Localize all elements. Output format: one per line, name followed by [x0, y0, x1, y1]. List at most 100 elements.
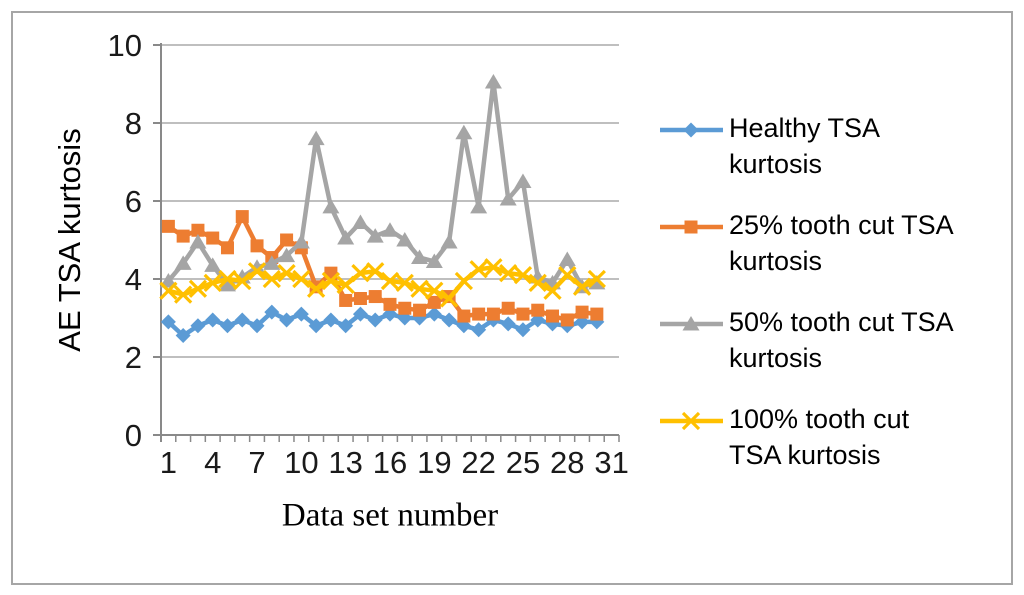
series-marker: [515, 322, 531, 338]
x-tick-label: 22: [461, 445, 495, 480]
series-marker: [308, 318, 324, 334]
series-marker: [484, 258, 503, 277]
series-marker: [484, 74, 502, 89]
legend-label-line: kurtosis: [729, 343, 823, 373]
chart-legend: Healthy TSA kurtosis 25% tooth cut TSA k…: [657, 0, 1017, 595]
series-marker: [426, 306, 442, 322]
x-tick-label: 16: [373, 445, 407, 480]
series-marker: [368, 290, 382, 304]
series-marker: [681, 411, 701, 431]
series-marker: [176, 229, 190, 243]
series-marker: [531, 303, 545, 317]
series-marker: [457, 309, 471, 323]
series-50-tooth-cut-tsa-kurtosis: [159, 74, 606, 294]
legend-sample-25-tooth-cut: [660, 220, 723, 234]
series-marker: [587, 269, 606, 289]
series-marker: [280, 233, 294, 247]
legend-sample-healthy: [660, 122, 723, 138]
series-marker: [235, 210, 249, 224]
series-marker: [292, 233, 310, 249]
series-marker: [262, 269, 281, 289]
series-marker: [440, 233, 458, 249]
legend-label-25-tooth-cut: 25% tooth cut TSA kurtosis: [729, 207, 954, 279]
series-marker: [380, 271, 400, 291]
series-marker: [411, 249, 429, 265]
series-marker: [543, 281, 562, 300]
series-marker: [337, 230, 355, 245]
x-tick-label: 19: [417, 445, 451, 480]
series-marker: [514, 173, 532, 188]
series-marker: [218, 269, 237, 289]
series-marker: [263, 255, 281, 270]
series-marker: [367, 312, 383, 328]
series-marker: [410, 279, 429, 298]
series-marker: [159, 272, 177, 288]
series-marker: [307, 130, 325, 146]
series-marker: [469, 260, 488, 279]
series-marker: [500, 316, 516, 332]
series-marker: [471, 322, 487, 338]
series-marker: [558, 265, 577, 285]
series-marker: [366, 228, 384, 243]
series-marker: [321, 271, 341, 291]
series-marker: [292, 269, 311, 289]
series-marker: [339, 293, 353, 307]
series-marker: [383, 297, 397, 311]
series-marker: [204, 257, 222, 272]
series-marker: [188, 279, 208, 298]
legend-label-line: kurtosis: [729, 149, 823, 179]
series-marker: [352, 306, 368, 322]
series-marker: [486, 307, 500, 321]
x-tick-label: 25: [506, 445, 540, 480]
y-tick-label: 6: [125, 184, 142, 219]
series-marker: [175, 328, 191, 344]
y-tick-label: 4: [125, 262, 142, 297]
series-marker: [205, 312, 221, 328]
series-marker: [513, 265, 533, 285]
series-marker: [203, 273, 222, 293]
series-marker: [395, 273, 414, 293]
series-marker: [351, 214, 369, 229]
series-marker: [322, 198, 340, 214]
x-tick-label: 31: [594, 445, 628, 480]
y-axis-title: AE TSA kurtosis: [52, 128, 87, 352]
series-marker: [472, 307, 486, 321]
x-tick-label: 4: [204, 445, 221, 480]
series-marker: [278, 247, 296, 263]
legend-sample-50-tooth-cut: [660, 316, 723, 331]
legend-label-line: 25% tooth cut TSA: [729, 210, 954, 240]
series-marker: [560, 313, 574, 327]
series-marker: [323, 312, 339, 328]
x-tick-label: 10: [284, 445, 318, 480]
series-marker: [174, 285, 193, 304]
legend-label-line: Healthy TSA: [729, 113, 881, 143]
series-marker: [528, 273, 547, 293]
series-marker: [220, 241, 234, 255]
series-marker: [425, 281, 444, 300]
series-marker: [160, 314, 176, 330]
series-marker: [439, 289, 459, 308]
series-marker: [250, 239, 264, 253]
series-marker: [264, 304, 280, 320]
legend-label-line: 50% tooth cut TSA: [729, 307, 954, 337]
series-marker: [191, 223, 205, 237]
series-marker: [682, 316, 700, 331]
legend-sample-100-tooth-cut: [660, 411, 723, 431]
legend-item-50-tooth-cut: 50% tooth cut TSA kurtosis: [657, 304, 954, 376]
x-tick-label: 7: [248, 445, 265, 480]
x-tick-label: 28: [550, 445, 584, 480]
series-100-tooth-cut-tsa-kurtosis: [159, 258, 606, 308]
series-marker: [396, 232, 414, 247]
series-marker: [499, 191, 517, 206]
series-marker: [351, 264, 370, 283]
series-marker: [558, 251, 576, 266]
legend-label-line: 100% tooth cut: [729, 404, 910, 434]
y-tick-label: 10: [108, 28, 142, 63]
series-marker: [427, 295, 441, 309]
series-marker: [249, 318, 265, 334]
series-marker: [233, 271, 252, 291]
series-marker: [161, 219, 175, 233]
series-marker: [425, 253, 443, 268]
series-marker: [381, 222, 399, 237]
